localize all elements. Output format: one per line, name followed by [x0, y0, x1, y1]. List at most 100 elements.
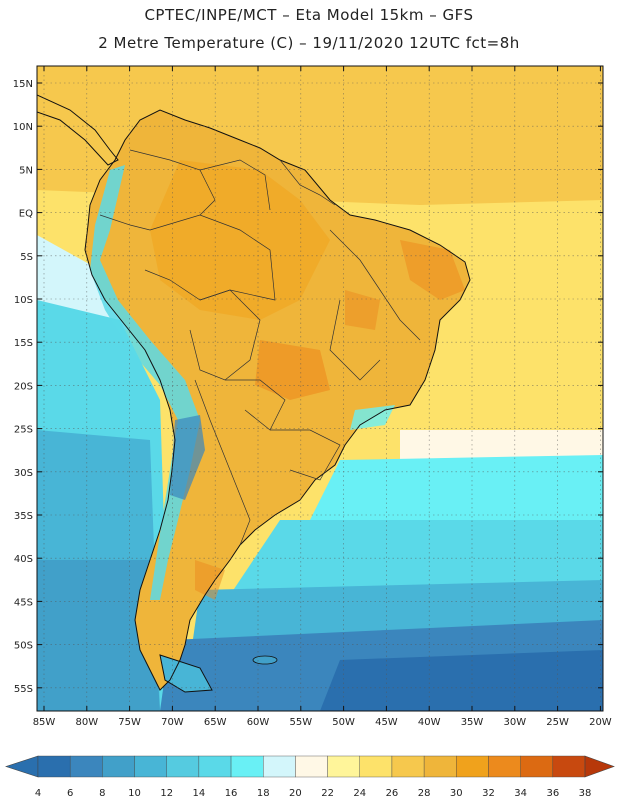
pantanal-hot-patch: [255, 340, 330, 400]
ocean-band-atlantic-cyan: [300, 455, 603, 540]
tierra-del-fuego: [160, 655, 212, 692]
lat-label: 40S: [14, 554, 33, 565]
lat-label: 50S: [14, 641, 33, 652]
colorbar-tick-label: 6: [67, 788, 73, 799]
colorbar-swatch: [263, 755, 296, 778]
lat-label: 15S: [14, 338, 33, 349]
lon-label: 40W: [418, 717, 441, 728]
colorbar-swatch: [166, 755, 200, 778]
colorbar-tick-label: 14: [193, 788, 206, 799]
amazon-warm-patch: [150, 160, 330, 320]
colorbar-tick-label: 8: [99, 788, 105, 799]
lon-label: 50W: [332, 717, 355, 728]
colorbar-tick-label: 30: [450, 788, 463, 799]
colorbar-swatch: [488, 755, 521, 778]
central-america-coast: [37, 94, 119, 166]
colorbar-swatch: [359, 755, 393, 778]
colorbar-swatch: [552, 755, 586, 778]
colorbar-tick-label: 24: [353, 788, 366, 799]
lat-label: 55S: [14, 684, 33, 695]
lon-label: 85W: [33, 717, 56, 728]
lon-label: 35W: [461, 717, 484, 728]
colorbar-tick-label: 38: [579, 788, 592, 799]
border-bolivia: [189, 289, 261, 381]
lon-label: 65W: [204, 717, 227, 728]
colorbar-tick-label: 16: [225, 788, 238, 799]
colorbar-swatch: [102, 755, 135, 778]
lat-label: 25S: [14, 425, 33, 436]
lon-label: 75W: [118, 717, 141, 728]
border-peru-brazil: [144, 214, 276, 301]
colorbar-swatch: [37, 755, 71, 778]
colorbar-swatch: [423, 755, 457, 778]
lon-label: 60W: [247, 717, 270, 728]
colorbar-swatch: [295, 755, 328, 778]
lat-label: 5S: [20, 252, 33, 263]
colorbar-swatch: [520, 755, 554, 778]
colorbar-tick-label: 26: [386, 788, 399, 799]
colorbar-tick-label: 18: [257, 788, 270, 799]
colorbar-tick-label: 36: [546, 788, 559, 799]
colorbar-tick-label: 4: [35, 788, 41, 799]
border-paraguay: [225, 379, 286, 431]
lat-label: 35S: [14, 511, 33, 522]
map-plot-area: [37, 66, 603, 711]
lat-label: EQ: [19, 209, 33, 220]
longitude-labels: 85W 80W 75W 70W 65W 60W 55W 50W 45W 40W 35W 30W 25W 2…: [33, 717, 612, 728]
lat-label: 45S: [14, 597, 33, 608]
patagonia-warm-patch: [195, 560, 225, 600]
colorbar-swatch: [69, 755, 103, 778]
border-uruguay-brazil: [270, 429, 341, 481]
lat-label: 10S: [14, 295, 33, 306]
border-guianas: [279, 159, 336, 206]
lat-label: 30S: [14, 468, 33, 479]
lon-label: 30W: [503, 717, 526, 728]
tierra-del-fuego-coast: [159, 654, 213, 693]
border-ecuador: [99, 214, 151, 231]
border-chile-argentina: [194, 379, 251, 546]
colorbar-swatch: [230, 755, 264, 778]
colorbar-tick-label: 32: [482, 788, 495, 799]
northeast-hot-patch: [400, 240, 465, 300]
colorbar-tick-label: 12: [160, 788, 173, 799]
lon-label: 70W: [161, 717, 184, 728]
colorbar-tick-label: 20: [289, 788, 302, 799]
colorbar: 4 6 8 10 12 14 16 18 20 22 24 26 28 30 32 34 36 38: [5, 755, 615, 799]
lon-label: 25W: [546, 717, 569, 728]
central-hot-patch: [345, 290, 380, 330]
ocean-band-pacific-far-south: [37, 560, 160, 711]
colorbar-swatch: [391, 755, 425, 778]
colorbar-swatch: [134, 755, 167, 778]
coastline: [84, 109, 471, 691]
ocean-band-deep-south: [320, 650, 603, 711]
border-brazil-states-2: [329, 299, 381, 381]
lon-label: 45W: [375, 717, 398, 728]
colorbar-tick-label: 22: [321, 788, 334, 799]
lon-label: 20W: [589, 717, 612, 728]
colorbar-arrow-high: [584, 755, 615, 778]
lat-label: 20S: [14, 381, 33, 392]
title-line-2: 2 Metre Temperature (C) – 19/11/2020 12U…: [98, 34, 520, 52]
colorbar-tick-label: 28: [418, 788, 431, 799]
andes-cold-core: [170, 415, 205, 500]
lat-label: 10N: [13, 122, 33, 133]
border-brazil-states: [329, 229, 421, 341]
country-borders: [99, 149, 421, 546]
map-frame: [36, 65, 604, 712]
border-venezuela: [199, 159, 271, 211]
colorbar-swatch: [456, 755, 489, 778]
latitude-labels: 15N 10N 5N EQ 5S 10S 15S 20S 25S 30S 35S 40S 45S 50S 5…: [13, 79, 33, 695]
colorbar-tick-label: 34: [514, 788, 527, 799]
lat-label: 5N: [19, 165, 33, 176]
title-line-1: CPTEC/INPE/MCT – Eta Model 15km – GFS: [144, 6, 474, 24]
lon-label: 55W: [289, 717, 312, 728]
central-america-land: [37, 95, 118, 165]
colorbar-tick-label: 10: [128, 788, 141, 799]
lon-label: 80W: [75, 717, 98, 728]
lat-label: 15N: [13, 79, 33, 90]
colorbar-swatch: [327, 755, 360, 778]
axis-ticks: [37, 66, 603, 711]
colorbar-swatch: [198, 755, 232, 778]
falkland-islands: [252, 655, 278, 665]
